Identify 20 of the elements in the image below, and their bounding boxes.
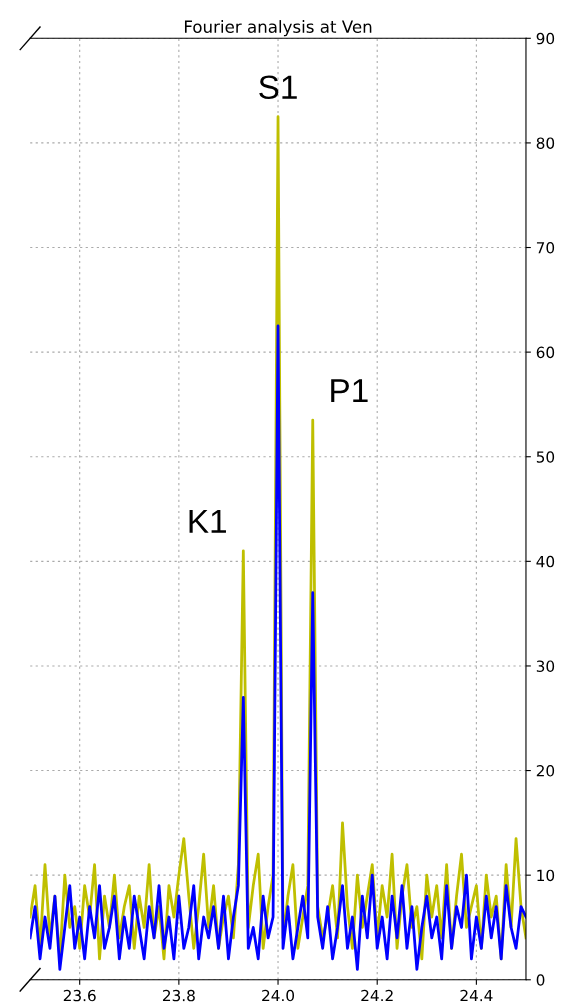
y-tick-label: 70 [536, 241, 555, 254]
y-tick-label: 80 [536, 137, 555, 149]
x-tick-label: 23.6 [63, 989, 96, 1002]
y-tick-label: 0 [536, 974, 545, 986]
annotation: P1 [331, 379, 368, 403]
y-tick-label: 20 [536, 765, 555, 777]
chart-title: Fourier analysis at Ven [184, 20, 372, 37]
y-tick-label: 10 [537, 869, 555, 882]
y-tick-label: 90 [536, 32, 555, 45]
x-tick-label: 24.2 [361, 989, 393, 1002]
y-tick-label: 40 [536, 555, 555, 568]
x-tick-label: 23.8 [162, 989, 195, 1002]
annotation: S1 [259, 75, 297, 100]
y-tick-label: 60 [536, 346, 555, 359]
x-tick-label: 24.0 [262, 989, 295, 1002]
x-tick-label: 24.4 [460, 989, 493, 1002]
line-series [30, 324, 526, 971]
y-tick-label: 50 [536, 451, 555, 463]
y-tick-label: 30 [536, 660, 555, 672]
annotation: K1 [189, 509, 226, 533]
